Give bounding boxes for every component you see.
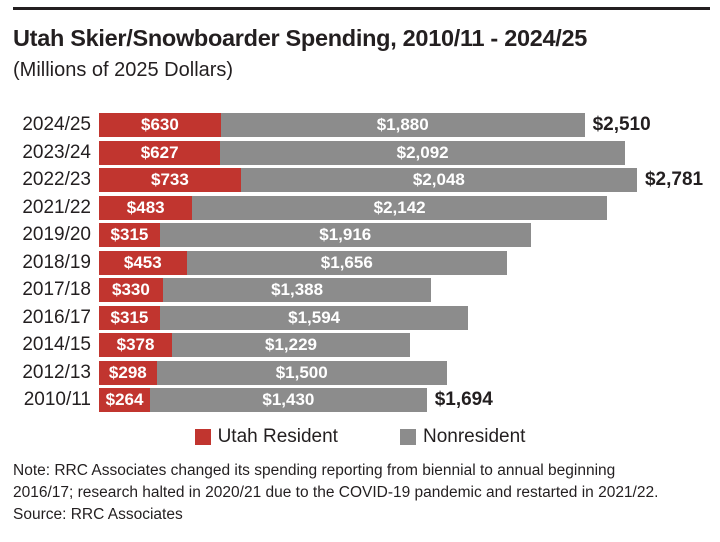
nonresident-segment: $1,880 [220, 113, 585, 137]
resident-segment: $330 [99, 278, 163, 302]
resident-segment: $453 [99, 250, 187, 275]
chart-row-2021-22: 2021/22 $483 $2,142 [0, 195, 720, 220]
nonresident-value-label: $2,092 [396, 142, 449, 162]
nonresident-value-label: $2,142 [373, 197, 426, 217]
nonresident-segment: $2,142 [192, 195, 607, 220]
chart-row-2017-18: 2017/18 $330 $1,388 [0, 278, 720, 302]
category-label: 2022/23 [22, 169, 91, 190]
bar-chart: 2024/25 $630 $1,880 $2,510 2023/24 $627 $2,092… [0, 113, 720, 412]
page-subtitle: (Millions of 2025 Dollars) [13, 59, 234, 81]
resident-segment: $298 [99, 360, 157, 385]
total-label: $2,781 [644, 169, 704, 190]
category-label: 2017/18 [22, 279, 91, 300]
nonresident-segment: $1,229 [172, 333, 410, 357]
chart-row-2012-13: 2012/13 $298 $1,500 [0, 360, 720, 385]
legend-item-nonresident: Nonresident [399, 426, 526, 447]
resident-segment: $630 [99, 113, 221, 137]
chart-row-2019-20: 2019/20 $315 $1,916 [0, 223, 720, 247]
stacked-bar: $298 $1,500 [99, 360, 447, 385]
nonresident-segment: $1,500 [156, 360, 447, 385]
source-text: Source: RRC Associates [13, 506, 183, 523]
category-label: 2010/11 [23, 389, 91, 410]
chart-row-2023-24: 2023/24 $627 $2,092 [0, 140, 720, 165]
stacked-bar: $630 $1,880 [99, 113, 585, 137]
nonresident-value-label: $1,880 [376, 115, 429, 134]
chart-row-2018-19: 2018/19 $453 $1,656 [0, 250, 720, 275]
stacked-bar: $264 $1,430 [99, 388, 427, 412]
nonresident-value-label: $1,388 [271, 280, 324, 299]
resident-value-label: $298 [108, 362, 147, 382]
chart-row-2024-25: 2024/25 $630 $1,880 $2,510 [0, 113, 720, 137]
stacked-bar: $315 $1,594 [99, 305, 469, 330]
nonresident-value-label: $1,229 [265, 335, 317, 354]
resident-value-label: $733 [150, 170, 189, 189]
category-label: 2012/13 [22, 361, 91, 383]
stacked-bar: $627 $2,092 [99, 140, 625, 165]
nonresident-value-label: $1,500 [275, 362, 328, 382]
category-label: 2024/25 [22, 114, 91, 135]
stacked-bar: $378 $1,229 [99, 333, 410, 357]
stacked-bar: $733 $2,048 [99, 168, 637, 192]
resident-segment: $315 [99, 305, 160, 330]
nonresident-segment: $1,430 [150, 388, 427, 412]
category-label: 2019/20 [22, 224, 91, 245]
note-line-1: Note: RRC Associates changed its spendin… [13, 462, 616, 479]
resident-segment: $315 [99, 223, 160, 247]
total-label: $1,694 [434, 389, 493, 410]
nonresident-value-label: $1,594 [288, 307, 341, 327]
nonresident-segment: $2,092 [220, 140, 625, 165]
stacked-bar: $453 $1,656 [99, 250, 507, 275]
footnote: Note: RRC Associates changed its spendin… [13, 460, 713, 526]
resident-value-label: $330 [112, 280, 150, 299]
resident-value-label: $483 [126, 197, 165, 217]
nonresident-value-label: $2,048 [412, 170, 465, 189]
resident-value-label: $630 [141, 115, 179, 134]
category-label: 2016/17 [22, 306, 91, 328]
legend-label-nonresident: Nonresident [422, 426, 526, 447]
nonresident-segment: $2,048 [240, 168, 637, 192]
resident-value-label: $627 [140, 142, 179, 162]
chart-row-2014-15: 2014/15 $378 $1,229 [0, 333, 720, 357]
nonresident-segment: $1,388 [162, 278, 432, 302]
resident-value-label: $264 [105, 390, 144, 409]
resident-swatch-icon [194, 428, 211, 445]
resident-segment: $264 [99, 388, 151, 412]
resident-value-label: $315 [110, 225, 149, 244]
legend: Utah Resident Nonresident [0, 427, 720, 446]
stacked-bar: $315 $1,916 [99, 223, 531, 247]
stacked-bar: $483 $2,142 [99, 195, 607, 220]
total-label: $2,510 [592, 114, 651, 135]
resident-value-label: $315 [110, 307, 149, 327]
resident-segment: $378 [99, 333, 173, 357]
nonresident-segment: $1,656 [186, 250, 507, 275]
legend-label-resident: Utah Resident [217, 426, 338, 447]
chart-row-2010-11: 2010/11 $264 $1,430 $1,694 [0, 388, 720, 412]
note-line-2: 2016/17; research halted in 2020/21 due … [13, 484, 659, 501]
resident-value-label: $453 [123, 252, 162, 272]
resident-segment: $627 [99, 140, 221, 165]
page-title: Utah Skier/Snowboarder Spending, 2010/11… [13, 25, 588, 51]
resident-value-label: $378 [116, 335, 155, 354]
nonresident-value-label: $1,656 [320, 252, 373, 272]
category-label: 2014/15 [22, 334, 91, 355]
legend-item-resident: Utah Resident [194, 426, 338, 447]
chart-row-2016-17: 2016/17 $315 $1,594 [0, 305, 720, 330]
nonresident-swatch-icon [399, 428, 416, 445]
nonresident-value-label: $1,430 [262, 390, 315, 409]
top-rule [13, 7, 710, 10]
nonresident-value-label: $1,916 [319, 225, 372, 244]
category-label: 2021/22 [22, 196, 91, 218]
resident-segment: $483 [99, 195, 193, 220]
stacked-bar: $330 $1,388 [99, 278, 432, 302]
chart-row-2022-23: 2022/23 $733 $2,048 $2,781 [0, 168, 720, 192]
category-label: 2023/24 [22, 141, 91, 163]
nonresident-segment: $1,594 [159, 305, 469, 330]
category-label: 2018/19 [22, 251, 91, 273]
resident-segment: $733 [99, 168, 241, 192]
nonresident-segment: $1,916 [159, 223, 531, 247]
